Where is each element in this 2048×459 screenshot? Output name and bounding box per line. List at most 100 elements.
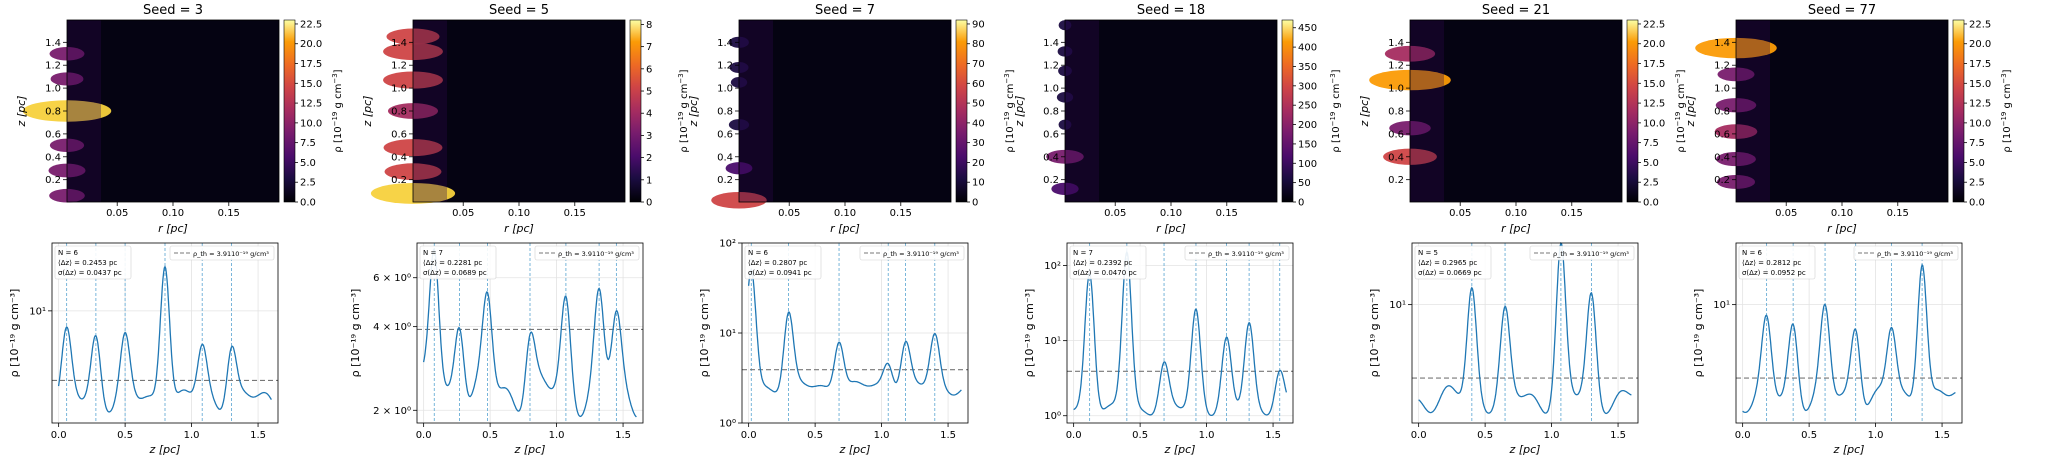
stats-text: ⟨Δz⟩ = 0.2453 pc — [58, 259, 117, 267]
colorbar-tick-label: 20.0 — [300, 39, 322, 50]
colorbar-label-part: ρ [10 — [1331, 126, 1342, 152]
colorbar — [1281, 19, 1294, 203]
colorbar-tick-label: 20 — [972, 158, 985, 169]
x-tick-label: 0.10 — [1160, 208, 1182, 219]
legend-label: ρ_th = 3.9110⁻¹⁹ g/cm³ — [1877, 250, 1953, 258]
colorbar-tick-label: 0.0 — [300, 198, 316, 209]
y-tick-label: 1.4 — [1714, 38, 1730, 49]
stats-box — [1414, 245, 1492, 280]
y-tick-label: 0.6 — [1043, 129, 1059, 140]
stats-box — [419, 245, 497, 280]
colorbar-tick-label: 30 — [972, 138, 985, 149]
y-axis-label: z [pc] — [687, 96, 700, 128]
legend-label: ρ_th = 3.9110⁻¹⁹ g/cm³ — [883, 250, 959, 258]
legend — [1529, 245, 1635, 261]
x-axis-label: z [pc] — [514, 443, 546, 456]
y-tick-label: 0.8 — [1388, 107, 1404, 118]
colorbar-label-part: ] — [1676, 69, 1687, 73]
y-axis-label: ρ [10⁻¹⁹ g cm⁻³] — [349, 289, 362, 378]
colorbar-label-part: −19 — [1329, 112, 1337, 127]
colorbar-label-part: ρ [10 — [679, 126, 690, 152]
y-tick-label: 0.8 — [717, 107, 733, 118]
stats-text: σ(Δz) = 0.0952 pc — [1742, 269, 1806, 277]
colorbar-tick-label: 250 — [1298, 101, 1317, 112]
y-tick-label: 0.4 — [1714, 152, 1730, 163]
colorbar-tick-label: 40 — [972, 118, 985, 129]
y-tick-label: 1.2 — [1714, 61, 1730, 72]
colorbar-label-part: ] — [679, 69, 690, 73]
colorbar-label: ρ [10−19 g cm−3] — [677, 69, 690, 152]
profile-line — [1073, 250, 1288, 417]
y-tick-label: 0.8 — [391, 107, 407, 118]
y-tick-label: 0.2 — [391, 175, 407, 186]
colorbar-label-part: ] — [2002, 69, 2013, 73]
y-tick-label: 1.0 — [1043, 84, 1059, 95]
colorbar-tick-label: 50 — [1298, 178, 1311, 189]
y-tick-label: 0.6 — [45, 129, 61, 140]
y-tick-label: 1.4 — [391, 38, 407, 49]
colorbar-tick-label: 8 — [646, 20, 652, 31]
panel-seed-2: Seed = 7 0.05 0.10 0.15 r [pc] 0.2 0.4 0.6 0.8 1.… — [687, 3, 1016, 456]
colorbar-tick-label: 17.5 — [1969, 59, 1991, 70]
colorbar-tick-label: 400 — [1298, 43, 1317, 54]
x-tick-label: 0.10 — [162, 208, 184, 219]
x-axis-label: z [pc] — [149, 443, 181, 456]
stats-text: ⟨Δz⟩ = 0.2965 pc — [1418, 259, 1477, 267]
colorbar-label-part: ] — [1005, 69, 1016, 73]
x-axis-label: z [pc] — [839, 443, 871, 456]
legend — [534, 245, 640, 261]
colorbar-label-part: ] — [333, 69, 344, 73]
profile-frame — [1735, 242, 1963, 424]
stats-text: σ(Δz) = 0.0470 pc — [1073, 269, 1137, 277]
colorbar-tick-label: 0.0 — [1969, 198, 1985, 209]
colorbar-label-part: g cm — [679, 84, 690, 112]
stats-box — [54, 245, 132, 280]
colorbar-tick-label: 0.0 — [1643, 198, 1659, 209]
colorbar-tick-label: 15.0 — [1643, 79, 1665, 90]
x-tick-label: 1.0 — [1544, 430, 1560, 441]
colorbar-tick-label: 5 — [646, 87, 652, 98]
profile-line — [1418, 241, 1632, 415]
x-tick-label: 0.05 — [1775, 208, 1797, 219]
x-axis-label: r [pc] — [830, 222, 860, 235]
colorbar-label-part: ] — [1331, 69, 1342, 73]
y-axis-label: z [pc] — [1684, 96, 1697, 128]
y-tick-label: 0.4 — [1043, 152, 1059, 163]
y-tick-label: 0.4 — [717, 152, 733, 163]
colorbar-label-part: ρ [10 — [2002, 126, 2013, 152]
y-tick-label: 0.4 — [45, 152, 61, 163]
x-tick-label: 0.10 — [1831, 208, 1853, 219]
y-tick-label: 1.0 — [391, 84, 407, 95]
x-axis-label: z [pc] — [1509, 443, 1541, 456]
colorbar-label-part: −3 — [1003, 73, 1011, 83]
stats-text: N = 7 — [1073, 249, 1093, 257]
y-tick-label: 0.2 — [717, 175, 733, 186]
colorbar-tick-label: 5.0 — [300, 158, 316, 169]
x-tick-label: 0.15 — [218, 208, 240, 219]
colorbar-tick-label: 0 — [646, 198, 652, 209]
x-tick-label: 0.15 — [1887, 208, 1909, 219]
y-tick-label: 1.4 — [1388, 38, 1404, 49]
colorbar — [955, 19, 968, 203]
x-tick-label: 0.5 — [1132, 430, 1148, 441]
y-tick-label: 1.0 — [1714, 84, 1730, 95]
y-tick-label: 0.4 — [1388, 152, 1404, 163]
x-tick-label: 0.15 — [1216, 208, 1238, 219]
colorbar-tick-label: 17.5 — [300, 59, 322, 70]
colorbar-tick-label: 7 — [646, 42, 652, 53]
legend — [169, 245, 275, 261]
colorbar-tick-label: 17.5 — [1643, 59, 1665, 70]
colorbar-tick-label: 2.5 — [1643, 178, 1659, 189]
x-axis-label: r [pc] — [1501, 222, 1531, 235]
colorbar-tick-label: 7.5 — [300, 138, 316, 149]
colorbar-tick-label: 2.5 — [300, 178, 316, 189]
legend-label: ρ_th = 3.9110⁻¹⁹ g/cm³ — [1208, 250, 1284, 258]
colorbar-label-part: −19 — [2000, 112, 2008, 127]
x-tick-label: 1.0 — [1199, 430, 1215, 441]
colorbar-tick-label: 7.5 — [1969, 138, 1985, 149]
heatmap-title: Seed = 77 — [1808, 3, 1876, 18]
x-tick-label: 0.05 — [778, 208, 800, 219]
colorbar-tick-label: 10.0 — [1969, 118, 1991, 129]
y-tick-label: 1.2 — [391, 61, 407, 72]
profile-line — [422, 248, 637, 418]
